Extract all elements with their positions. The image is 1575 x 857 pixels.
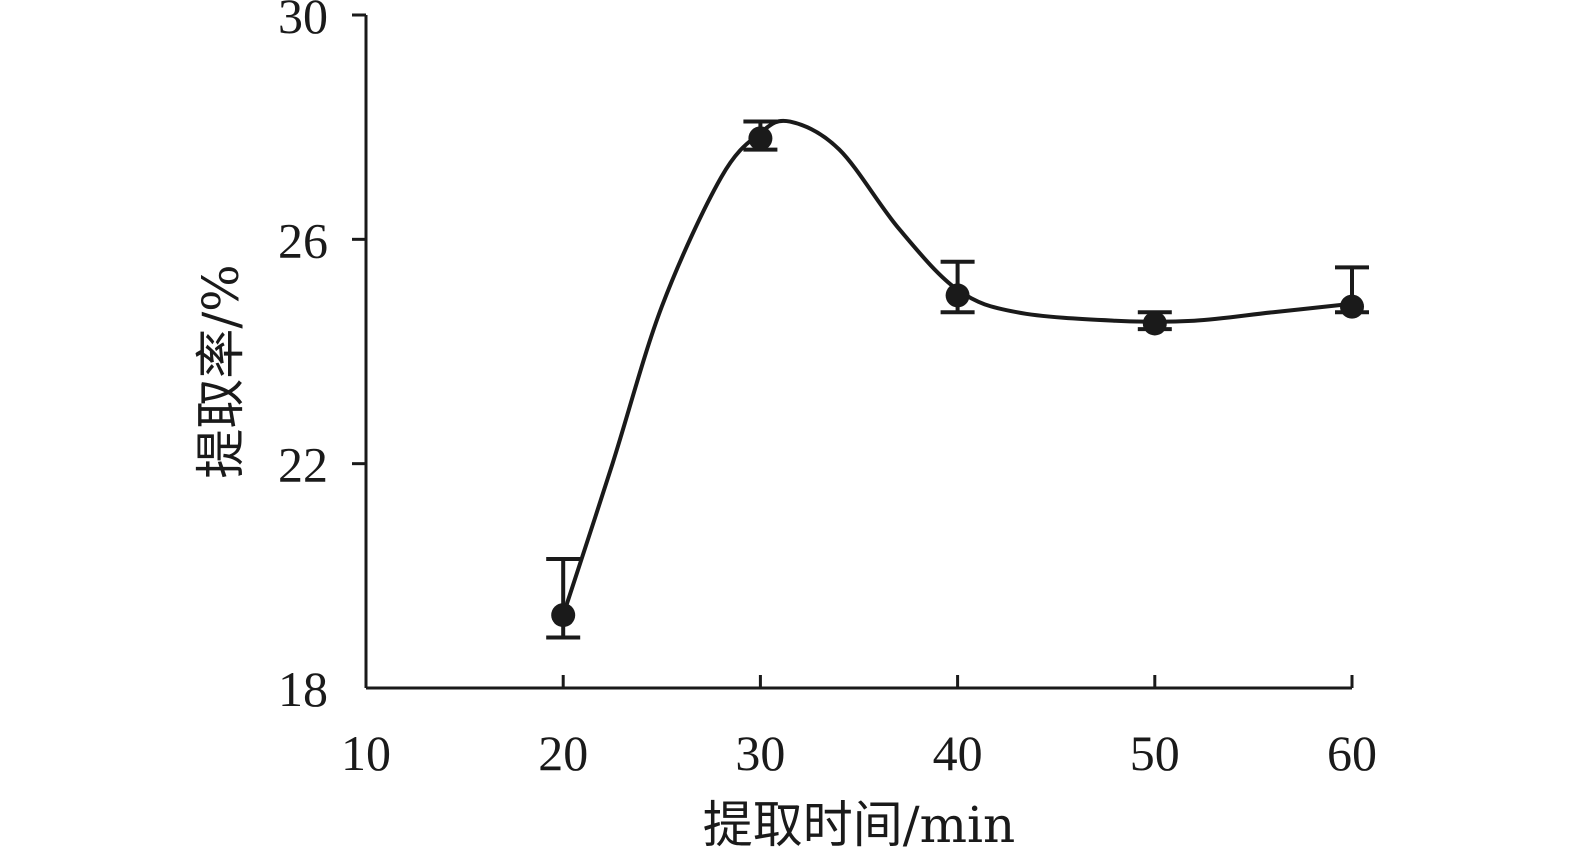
series-line xyxy=(561,118,1353,616)
axes xyxy=(364,15,1352,690)
x-ticks: 10 20 30 40 50 60 xyxy=(341,675,1377,781)
data-point xyxy=(551,603,576,628)
x-tick-label: 30 xyxy=(735,725,785,781)
data-point xyxy=(1340,294,1364,319)
x-tick-label: 20 xyxy=(538,725,588,781)
data-point xyxy=(945,283,970,308)
y-ticks: 18 22 26 30 xyxy=(278,0,366,717)
x-axis-title: 提取时间/min xyxy=(703,796,1015,854)
y-axis-title: 提取率/% xyxy=(192,264,250,478)
y-tick-label: 26 xyxy=(278,212,328,268)
x-tick-label: 10 xyxy=(341,725,391,781)
y-tick-label: 22 xyxy=(278,437,328,493)
x-tick-label: 60 xyxy=(1327,725,1377,781)
plot-area xyxy=(546,118,1369,640)
data-point xyxy=(748,126,773,151)
x-tick-label: 50 xyxy=(1130,725,1180,781)
data-point xyxy=(1142,311,1167,336)
y-tick-label: 18 xyxy=(278,661,328,717)
y-tick-label: 30 xyxy=(278,0,328,44)
x-tick-label: 40 xyxy=(933,725,983,781)
